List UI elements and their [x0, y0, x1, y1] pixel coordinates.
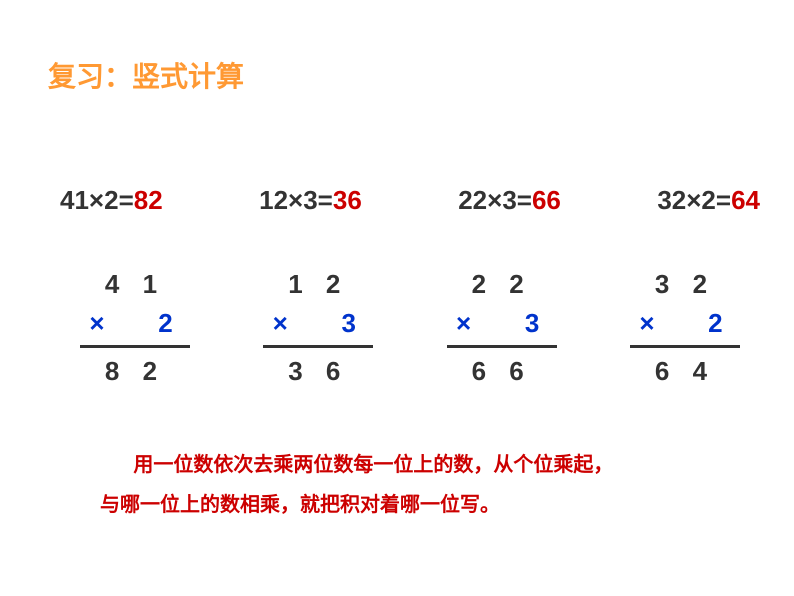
- equation-1: 41×2=82: [60, 185, 163, 216]
- vcalc-multiplier: × 3: [253, 304, 383, 343]
- vcalc-result: 3 6: [253, 352, 383, 391]
- vcalc-line: [447, 345, 557, 348]
- explanation-line1: 用一位数依次去乘两位数每一位上的数，从个位乘起，: [133, 454, 613, 476]
- vcalc-line: [263, 345, 373, 348]
- vcalc-result: 6 6: [437, 352, 567, 391]
- equation-result: 36: [333, 185, 362, 215]
- equation-3: 22×3=66: [458, 185, 561, 216]
- equation-result: 82: [134, 185, 163, 215]
- equation-result: 64: [731, 185, 760, 215]
- equations-row: 41×2=82 12×3=36 22×3=66 32×2=64: [60, 185, 760, 216]
- vcalc-result: 6 4: [620, 352, 750, 391]
- equation-result: 66: [532, 185, 561, 215]
- equation-2: 12×3=36: [259, 185, 362, 216]
- vcalc-result: 8 2: [70, 352, 200, 391]
- vertical-calc-3: 2 2 × 3 6 6: [437, 265, 567, 391]
- vcalc-multiplier: × 3: [437, 304, 567, 343]
- mult-sign: ×: [456, 308, 479, 338]
- vcalc-top: 3 2: [620, 265, 750, 304]
- explanation-text: 用一位数依次去乘两位数每一位上的数，从个位乘起， 与哪一位上的数相乘，就把积对着…: [100, 445, 720, 525]
- vcalc-multiplier: × 2: [620, 304, 750, 343]
- mult-num: 2: [708, 308, 730, 338]
- vertical-calculations-row: 4 1 × 2 8 2 1 2 × 3 3 6 2 2 × 3 6 6 3 2 …: [70, 265, 750, 391]
- equation-expr: 41×2=: [60, 185, 134, 215]
- vertical-calc-2: 1 2 × 3 3 6: [253, 265, 383, 391]
- mult-sign: ×: [639, 308, 662, 338]
- explanation-line2: 与哪一位上的数相乘，就把积对着哪一位写。: [100, 494, 500, 516]
- vcalc-multiplier: × 2: [70, 304, 200, 343]
- vertical-calc-4: 3 2 × 2 6 4: [620, 265, 750, 391]
- mult-num: 3: [525, 308, 547, 338]
- vcalc-line: [630, 345, 740, 348]
- equation-expr: 22×3=: [458, 185, 532, 215]
- mult-num: 3: [342, 308, 364, 338]
- vcalc-line: [80, 345, 190, 348]
- mult-sign: ×: [273, 308, 296, 338]
- vcalc-top: 1 2: [253, 265, 383, 304]
- equation-4: 32×2=64: [657, 185, 760, 216]
- vcalc-top: 4 1: [70, 265, 200, 304]
- mult-num: 2: [158, 308, 180, 338]
- mult-sign: ×: [89, 308, 112, 338]
- vertical-calc-1: 4 1 × 2 8 2: [70, 265, 200, 391]
- equation-expr: 12×3=: [259, 185, 333, 215]
- vcalc-top: 2 2: [437, 265, 567, 304]
- equation-expr: 32×2=: [657, 185, 731, 215]
- page-title: 复习：竖式计算: [48, 55, 244, 95]
